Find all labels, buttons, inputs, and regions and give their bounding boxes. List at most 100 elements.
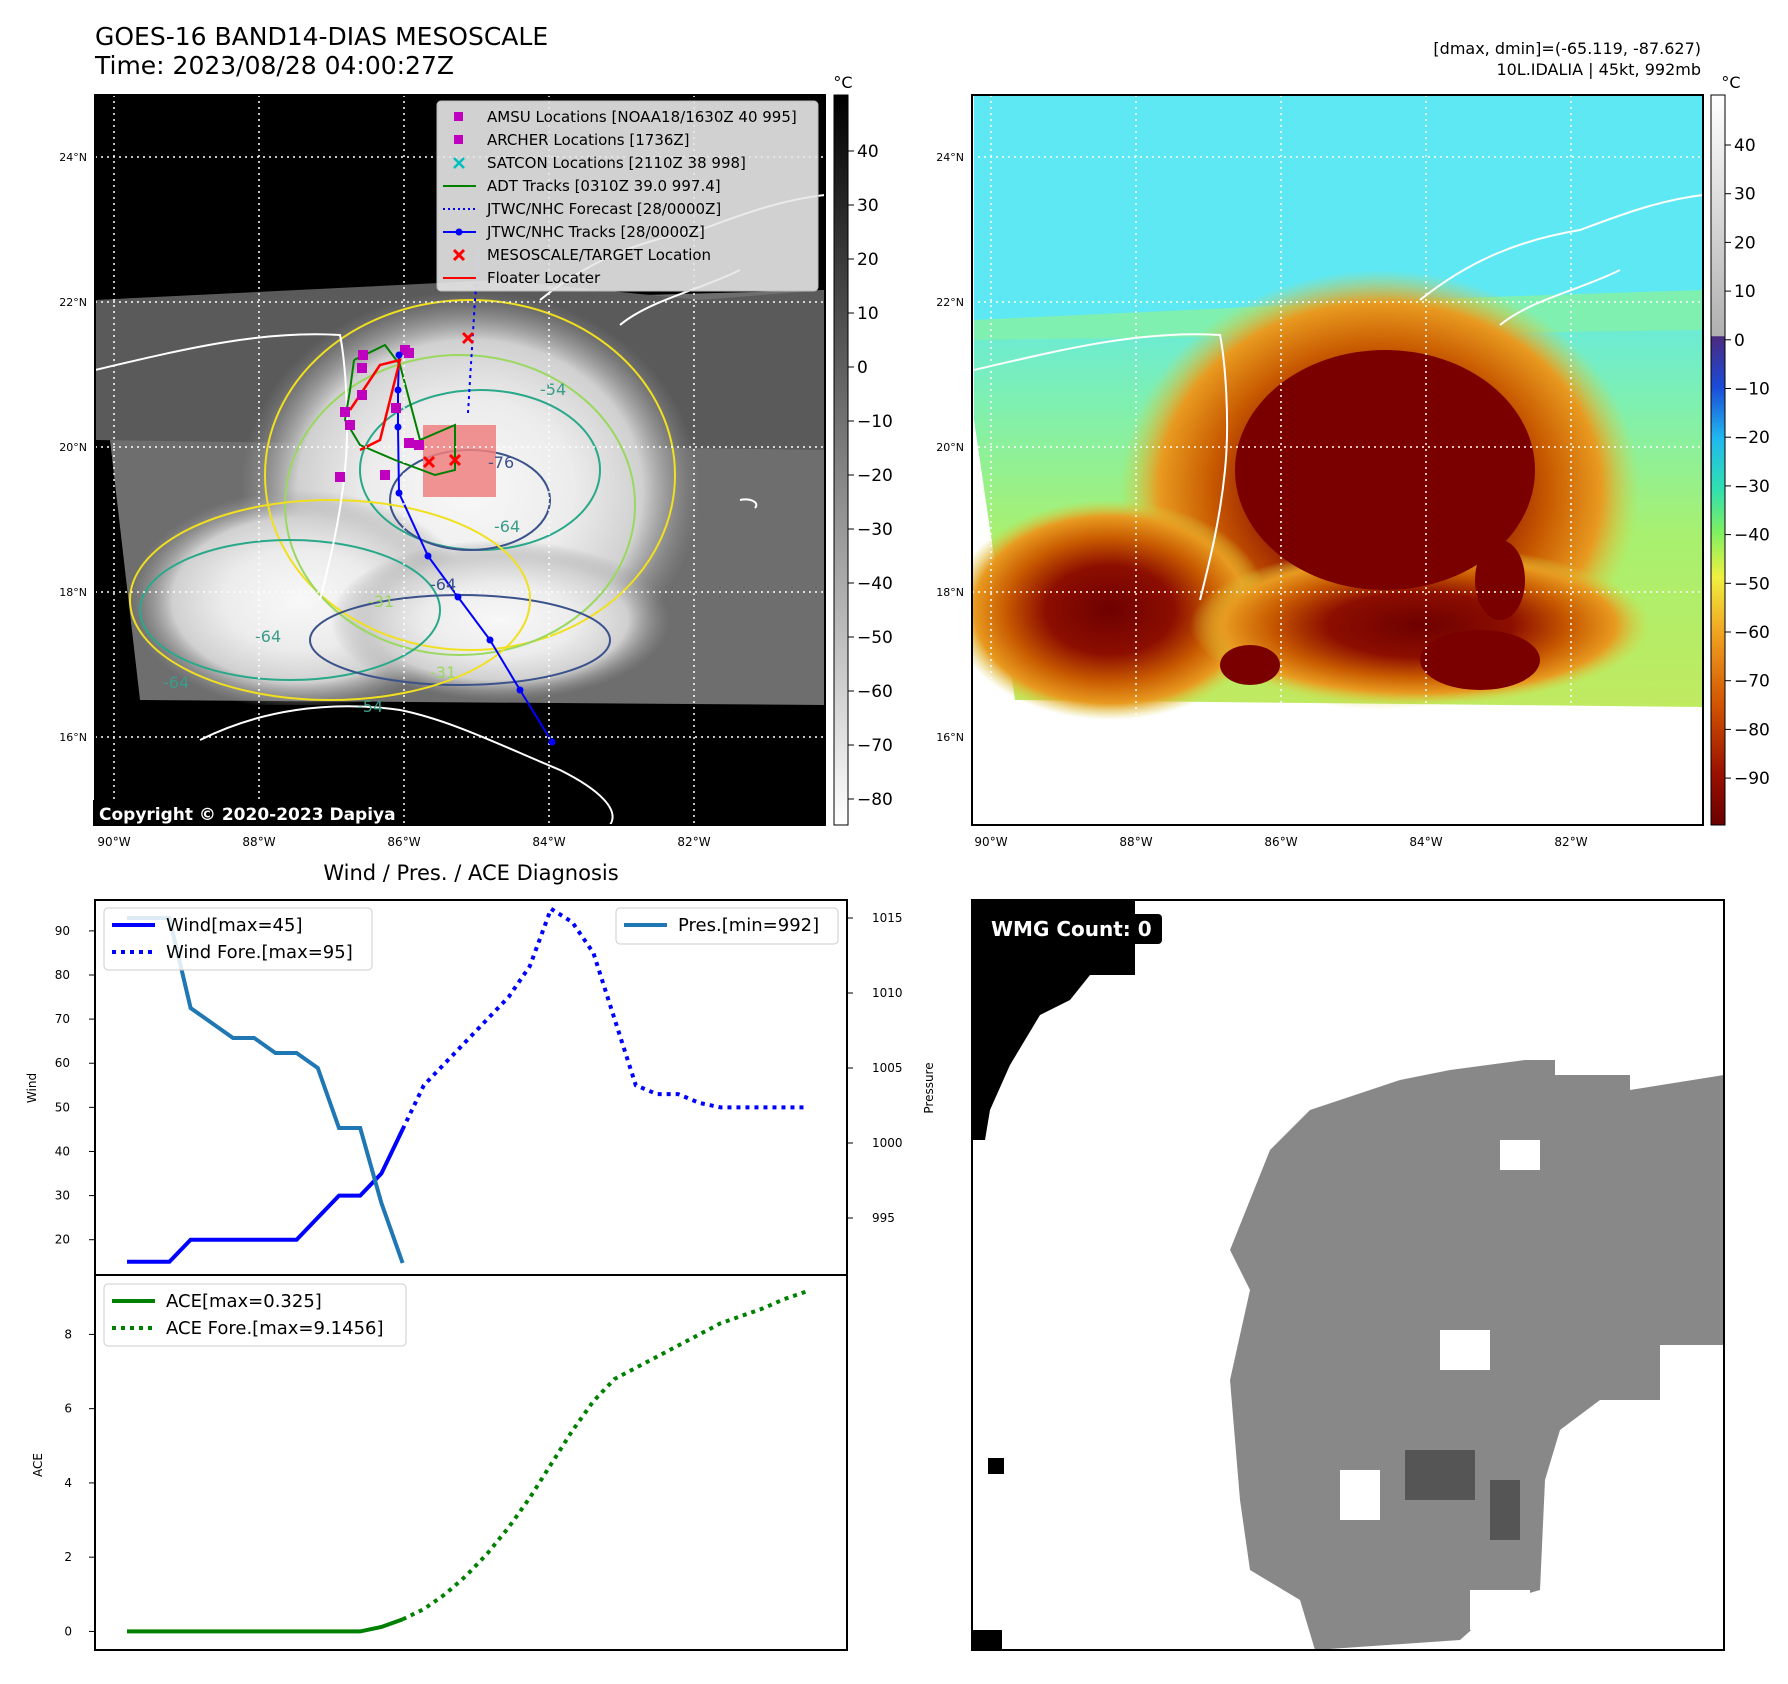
contour-label-1: -64 — [494, 517, 520, 536]
legend-wind-label: Wind[max=45] — [166, 915, 303, 936]
legend-acefore-label: ACE Fore.[max=9.1456] — [166, 1318, 384, 1339]
lat-label-left: 18°N — [59, 586, 87, 599]
colorbar-gray-unit: °C — [833, 73, 852, 92]
colorbar-color-tick-label: 10 — [1734, 282, 1756, 302]
amsu-marker — [357, 390, 367, 400]
ace-line — [127, 1617, 404, 1634]
contour-label-7: -64 — [430, 575, 456, 594]
colorbar-color-tick-label: −50 — [1734, 574, 1770, 594]
ace-legend: ACE[max=0.325] ACE Fore.[max=9.1456] — [103, 1283, 407, 1347]
amsu-marker — [357, 363, 367, 373]
dmax-dmin-label: [dmax, dmin]=(-65.119, -87.627) — [1433, 39, 1701, 58]
lat-label-left: 24°N — [59, 151, 87, 164]
pressure-tick-label: 995 — [872, 1211, 895, 1225]
jtwc-track-point — [516, 686, 524, 694]
map-gridlines-right: 24°N 22°N 20°N 18°N 16°N 90°W 88°W 86°W 84°W 82°W — [936, 95, 1702, 849]
wmg-panel: WMG Count: 0 — [971, 899, 1725, 1651]
colorbar-color-ticks: 40 30 20 10 0 −10 −20 −30 −40 −50 −60 −70 −80 −90 — [1725, 136, 1770, 789]
legend-label: ADT Tracks [0310Z 39.0 997.4] — [487, 177, 721, 195]
colorbar-gray-tick-label: −70 — [857, 736, 893, 756]
wind-tick-label: 30 — [55, 1189, 70, 1203]
copyright-label: Copyright © 2020-2023 Dapiya — [99, 805, 396, 825]
wind-ticks: 20 30 40 50 60 70 80 90 — [55, 924, 95, 1247]
contour-label-4: -31 — [368, 592, 394, 611]
jtwc-track-point — [395, 351, 403, 359]
lat-label-right: 24°N — [936, 151, 964, 164]
wind-ylabel: Wind — [25, 1073, 39, 1103]
amsu-marker — [335, 472, 345, 482]
pres-legend: Pres.[min=992] — [615, 907, 839, 945]
wind-tick-label: 70 — [55, 1012, 70, 1026]
lon-label-left: 88°W — [242, 835, 275, 849]
colorbar-gray-tick-label: 30 — [857, 196, 879, 216]
legend-label: AMSU Locations [NOAA18/1630Z 40 995] — [487, 108, 797, 126]
wmg-count-label: WMG Count: 0 — [991, 917, 1152, 941]
ace-tick-label: 4 — [64, 1476, 72, 1490]
ace-forecast-line — [401, 1289, 807, 1622]
colorbar-gray — [833, 94, 849, 826]
lon-label-right: 84°W — [1409, 835, 1442, 849]
legend-label: JTWC/NHC Forecast [28/0000Z] — [486, 200, 721, 218]
wmg-count-box — [982, 914, 1162, 944]
amsu-marker — [391, 403, 401, 413]
wind-tick-label: 60 — [55, 1056, 70, 1070]
title-line1: GOES-16 BAND14-DIAS MESOSCALE — [95, 22, 548, 51]
colorbar-color-tick-label: −90 — [1734, 769, 1770, 789]
amsu-marker — [414, 440, 424, 450]
colorbar-gray-tick-label: −60 — [857, 682, 893, 702]
colorbar-color-tick-label: −60 — [1734, 623, 1770, 643]
amsu-marker — [400, 345, 410, 355]
wind-tick-label: 80 — [55, 968, 70, 982]
pressure-tick-label: 1005 — [872, 1061, 903, 1075]
amsu-marker — [340, 407, 350, 417]
colorbar-gray-tick-label: 0 — [857, 358, 868, 378]
amsu-marker — [358, 350, 368, 360]
colorbar-color-tick-label: −70 — [1734, 672, 1770, 692]
contour-label-5: -64 — [163, 673, 189, 692]
legend-label: MESOSCALE/TARGET Location — [487, 246, 711, 264]
colorbar-color-tick-label: 30 — [1734, 185, 1756, 205]
ace-tick-label: 2 — [64, 1550, 72, 1564]
colorbar-color-tick-label: 20 — [1734, 233, 1756, 253]
lat-label-left: 22°N — [59, 296, 87, 309]
contour-label-6: -31 — [430, 663, 456, 682]
wind-line — [127, 1128, 405, 1264]
legend-marker — [452, 248, 466, 262]
colorbar-gray-tick-label: −30 — [857, 520, 893, 540]
colorbar-color-tick-label: −20 — [1734, 428, 1770, 448]
target-marker — [448, 453, 462, 467]
colorbar-gray-tick-label: −20 — [857, 466, 893, 486]
colorbar-gray-tick-label: 20 — [857, 250, 879, 270]
pressure-tick-label: 1010 — [872, 986, 903, 1000]
jtwc-track-point — [394, 386, 402, 394]
colorbar-gray-tick-label: −80 — [857, 790, 893, 810]
legend-label: ARCHER Locations [1736Z] — [487, 131, 690, 149]
ace-ticks: 0 2 4 6 8 — [64, 1327, 95, 1638]
lat-label-left: 20°N — [59, 441, 87, 454]
lon-label-left: 90°W — [97, 835, 130, 849]
lat-label-right: 22°N — [936, 296, 964, 309]
jtwc-track-point — [395, 489, 403, 497]
lon-label-left: 86°W — [387, 835, 420, 849]
ace-tick-label: 0 — [64, 1624, 72, 1638]
wind-tick-label: 40 — [55, 1144, 70, 1158]
colorbar-color-tick-label: −80 — [1734, 720, 1770, 740]
contour-label-2: -76 — [488, 453, 514, 472]
lat-label-right: 16°N — [936, 731, 964, 744]
colorbar-gray-tick-label: −10 — [857, 412, 893, 432]
lon-label-left: 84°W — [532, 835, 565, 849]
lon-label-right: 90°W — [974, 835, 1007, 849]
colorbar-gray-ticks: 40 30 20 10 0 −10 −20 −30 −40 −50 −60 −70 −80 — [848, 142, 893, 810]
ace-tick-label: 8 — [64, 1327, 72, 1341]
amsu-marker — [345, 420, 355, 430]
wind-forecast-line — [400, 905, 806, 1131]
target-marker — [461, 331, 475, 345]
legend-ace-label: ACE[max=0.325] — [166, 1291, 322, 1312]
pressure-tick-label: 1000 — [872, 1136, 903, 1150]
lon-label-right: 82°W — [1554, 835, 1587, 849]
legend-label: Floater Locater — [487, 269, 601, 287]
colorbar-color — [1710, 94, 1726, 826]
track-markers — [335, 331, 556, 746]
jtwc-track-point — [394, 423, 402, 431]
lon-label-right: 88°W — [1119, 835, 1152, 849]
